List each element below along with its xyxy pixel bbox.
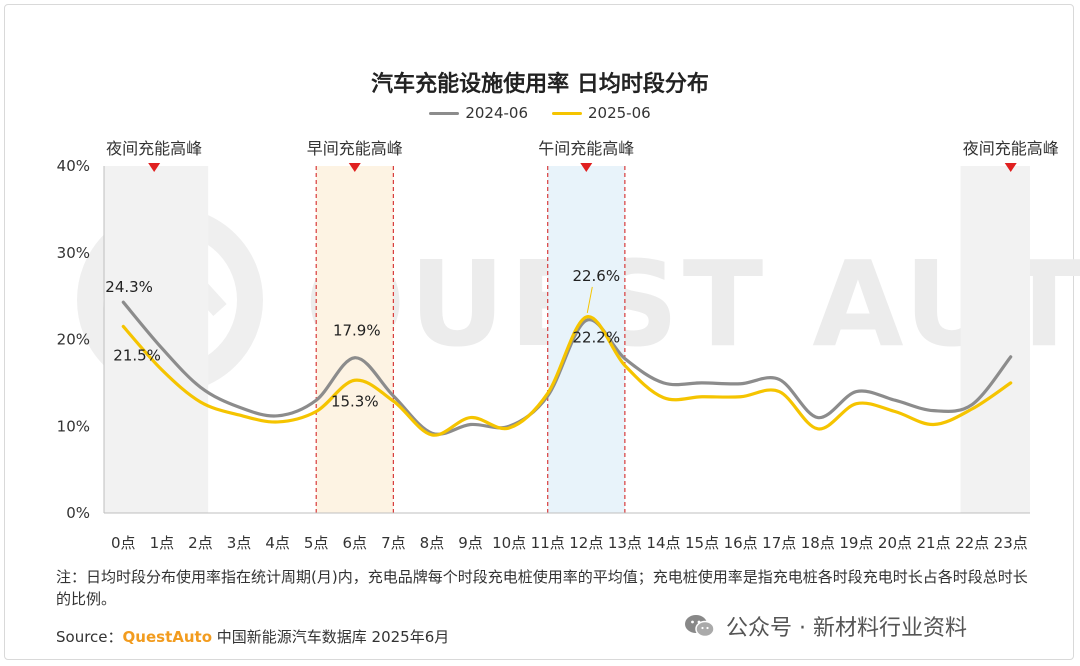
wechat-icon xyxy=(685,615,715,638)
series-line-2025-06 xyxy=(121,315,1013,437)
data-label: 24.3% xyxy=(105,278,153,296)
data-label: 17.9% xyxy=(333,322,381,340)
data-label: 21.5% xyxy=(113,346,161,364)
x-tick-label: 7点 xyxy=(381,534,406,552)
x-tick-label: 5点 xyxy=(304,534,329,552)
chart-legend: 2024-06 2025-06 xyxy=(0,104,1080,122)
y-tick-label: 40% xyxy=(57,157,90,175)
y-tick-label: 30% xyxy=(57,244,90,262)
legend-label-2024: 2024-06 xyxy=(465,104,528,122)
x-tick-label: 1点 xyxy=(150,534,175,552)
x-tick-label: 10点 xyxy=(492,534,526,552)
x-tick-label: 0点 xyxy=(111,534,136,552)
peak-marker-icon xyxy=(1004,163,1017,172)
chart-frame xyxy=(4,4,1074,660)
y-tick-label: 10% xyxy=(57,417,90,435)
wechat-text: 公众号 · 新材料行业资料 xyxy=(726,616,967,641)
x-tick-label: 11点 xyxy=(531,534,565,552)
data-label-leader xyxy=(586,286,593,314)
x-tick-label: 22点 xyxy=(955,534,989,552)
legend-label-2025: 2025-06 xyxy=(588,104,651,122)
band-noon xyxy=(547,166,625,513)
x-tick-label: 3点 xyxy=(227,534,252,552)
peak-label: 早间充能高峰 xyxy=(307,139,403,158)
wechat-attribution: 公众号 · 新材料行业资料 xyxy=(684,610,967,642)
band-morning xyxy=(316,166,394,513)
peak-marker-icon xyxy=(580,163,593,172)
source-prefix: Source： xyxy=(56,628,123,646)
peak-label: 夜间充能高峰 xyxy=(106,139,202,158)
x-tick-label: 21点 xyxy=(916,534,950,552)
x-tick-label: 20点 xyxy=(878,534,912,552)
y-tick-label: 20% xyxy=(57,331,90,349)
legend-item-2024: 2024-06 xyxy=(429,104,528,122)
legend-item-2025: 2025-06 xyxy=(552,104,651,122)
y-tick-label: 0% xyxy=(66,504,90,522)
peak-label: 夜间充能高峰 xyxy=(963,139,1059,158)
x-tick-label: 8点 xyxy=(420,534,445,552)
data-label: 22.6% xyxy=(572,267,620,285)
band-night-late xyxy=(960,166,1030,513)
x-tick-label: 17点 xyxy=(762,534,796,552)
chart-title: 汽车充能设施使用率 日均时段分布 xyxy=(371,72,709,97)
x-tick-label: 12点 xyxy=(569,534,603,552)
x-tick-label: 23点 xyxy=(994,534,1028,552)
x-tick-label: 9点 xyxy=(458,534,483,552)
x-tick-label: 13点 xyxy=(608,534,642,552)
legend-swatch-2024 xyxy=(429,111,460,115)
source-text: 中国新能源汽车数据库 2025年6月 xyxy=(216,628,450,646)
peak-marker-icon xyxy=(148,163,161,172)
x-tick-label: 19点 xyxy=(839,534,873,552)
data-label: 22.2% xyxy=(572,328,620,346)
x-tick-label: 16点 xyxy=(724,534,758,552)
peak-marker-icon xyxy=(348,163,361,172)
x-tick-label: 6点 xyxy=(343,534,368,552)
x-tick-label: 4点 xyxy=(265,534,290,552)
chart-note: 注：日均时段分布使用率指在统计周期(月)内，充电品牌每个时段充电桩使用率的平均值… xyxy=(56,568,1028,608)
x-tick-label: 18点 xyxy=(801,534,835,552)
watermark-text: QUEST AUTO xyxy=(305,235,1080,373)
data-label: 15.3% xyxy=(331,392,379,410)
source-line: Source：QuestAuto 中国新能源汽车数据库 2025年6月 xyxy=(56,626,449,647)
x-tick-label: 14点 xyxy=(646,534,680,552)
x-tick-label: 2点 xyxy=(188,534,213,552)
legend-swatch-2025 xyxy=(552,111,582,115)
source-brand: QuestAuto xyxy=(122,628,212,646)
x-tick-label: 15点 xyxy=(685,534,719,552)
peak-label: 午间充能高峰 xyxy=(538,139,634,158)
